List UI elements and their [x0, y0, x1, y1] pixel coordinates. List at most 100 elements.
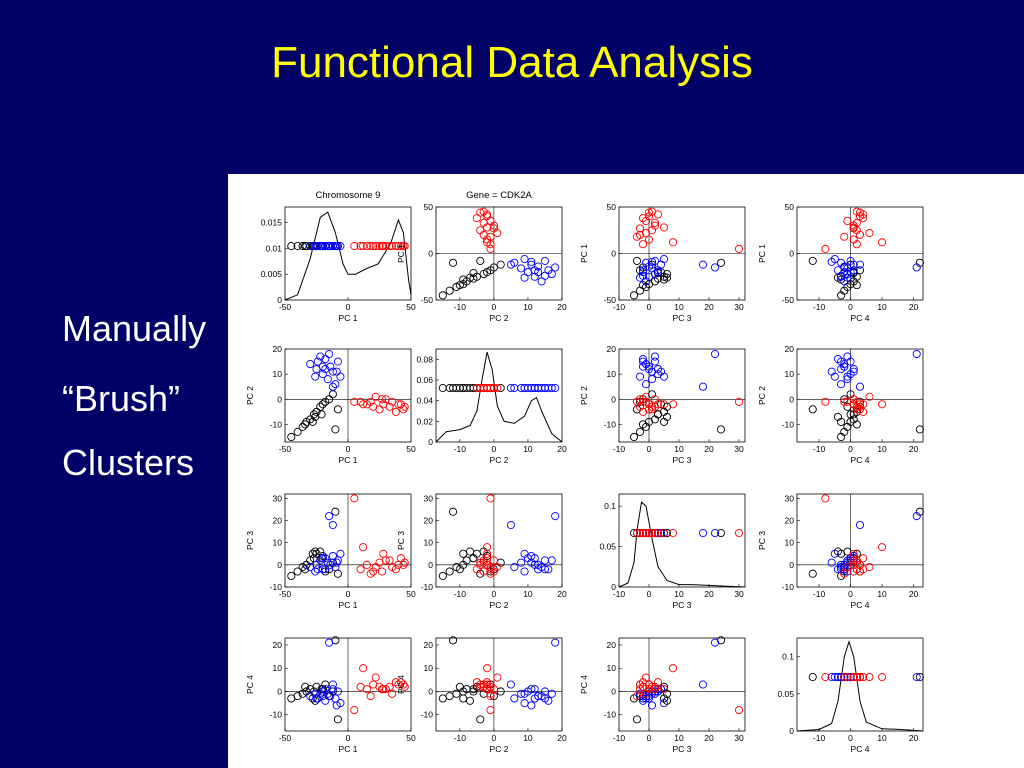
panel-3-1-ylabel: PC 3 — [245, 531, 255, 550]
panel-3-4-point-s1-17 — [827, 558, 836, 567]
panel-4-1-point-s2-17 — [396, 678, 405, 687]
panel-3-2-ytick-label: 20 — [424, 516, 434, 526]
panel-2-3-frame — [618, 348, 746, 443]
panel-2-1-point-s1-17 — [332, 367, 341, 376]
panel-3-3-xlabel: PC 3 — [673, 600, 692, 610]
panel-3-4-ytick-label: 30 — [785, 493, 795, 503]
panel-1-2-point-s1-17 — [527, 257, 536, 266]
panel-4-1-point-s1-11 — [325, 638, 334, 647]
panel-4-2-point-s1-5 — [517, 689, 526, 698]
panel-4-4-rug-s1-11 — [912, 673, 921, 682]
panel-3-3-rug-s2-16 — [635, 529, 645, 538]
panel-2-1-point-s2-16 — [377, 395, 387, 404]
panel-1-1-rug-s2-2 — [369, 242, 378, 251]
panel-1-1-rug-s2-15 — [350, 242, 359, 251]
panel-1-3-ytick-label: -50 — [604, 295, 617, 305]
panel-2-4-point-s1-17 — [827, 367, 836, 376]
panel-2-1-point-s1-8 — [331, 380, 340, 389]
panel-3-1-point-s0-1 — [293, 567, 302, 576]
panel-1-1-rug-s1-16 — [313, 242, 322, 251]
panel-2-2-rug-s2-17 — [483, 384, 492, 393]
panel-1-4-xtick-label: -10 — [813, 302, 826, 312]
panel-2-2-rug-s1-17 — [527, 384, 536, 393]
panel-3-4-ytick-label: 20 — [785, 516, 795, 526]
panel-2-1-point-s0-17 — [317, 410, 326, 419]
panel-4-1-xlabel: PC 1 — [339, 744, 358, 754]
panel-3-3-rug-s2-7 — [647, 529, 657, 538]
panel-1-2-point-s0-0 — [438, 291, 447, 300]
panel-3-4-ylabel: PC 3 — [757, 531, 767, 550]
panel-4-2-frame — [435, 637, 563, 732]
panel-1-4-point-s1-16 — [837, 271, 846, 280]
panel-2-2-rug-s1-12 — [506, 384, 515, 393]
panel-4-2-point-s2-16 — [489, 685, 498, 694]
panel-2-1-ytick-label: 0 — [277, 394, 282, 404]
panel-2-4-point-s1-10 — [843, 372, 852, 381]
panel-1-3-ytick-label: 0 — [611, 249, 616, 259]
panel-4-3-point-s2-16 — [635, 685, 645, 694]
panel-4-2-ytick-label: 10 — [424, 663, 434, 673]
panel-4-4-ytick-label: 0.1 — [782, 652, 794, 662]
panel-1-1-xtick-label: 0 — [346, 302, 351, 312]
panel-2-4-point-s0-13 — [808, 405, 817, 414]
panel-3-1-point-s0-16 — [308, 549, 317, 558]
panel-2-1-point-s2-10 — [391, 407, 400, 416]
panel-1-4-point-s0-17 — [849, 268, 858, 278]
panel-1-3-point-s0-16 — [659, 275, 669, 284]
panel-3-3-rug-s2-15 — [734, 529, 744, 538]
panel-2-4-point-s2-16 — [849, 395, 858, 404]
panel-2-4-point-s0-12 — [915, 425, 924, 434]
panel-3-2-ytick-label: -10 — [421, 582, 434, 592]
panel-4-2-point-s1-11 — [551, 638, 560, 647]
panel-3-2-point-s2-9 — [483, 549, 492, 558]
panel-3-4-ytick-label: 0 — [789, 560, 794, 570]
panel-4-1-ytick-label: 0 — [277, 686, 282, 696]
panel-1-3-xtick-label: 10 — [674, 302, 684, 312]
panel-1-2-point-s2-16 — [489, 224, 498, 233]
panel-1-4-point-s2-17 — [859, 210, 868, 219]
panel-4-2-point-s1-8 — [510, 694, 519, 703]
panel-3-2-point-s1-12 — [506, 520, 515, 530]
panel-4-2-point-s2-12 — [493, 673, 502, 682]
panel-4-1-point-s2-12 — [371, 673, 380, 682]
panel-3-1-point-s1-3 — [318, 554, 327, 563]
panel-4-3-xtick-label: 10 — [674, 733, 684, 743]
panel-4-1-point-s2-8 — [366, 692, 375, 701]
panel-4-1-point-s1-5 — [323, 689, 332, 698]
panel-4-3-xlabel: PC 3 — [673, 744, 692, 754]
panel-1-3-point-s0-13 — [632, 256, 642, 265]
panel-3-3-rug-s2-11 — [644, 529, 654, 538]
column-title-2: Gene = CDK2A — [466, 190, 532, 201]
panel-1-2-point-s1-15 — [530, 266, 539, 275]
panel-4-2-ytick-label: 0 — [428, 686, 433, 696]
panel-2-3-ylabel: PC 2 — [579, 386, 589, 405]
panel-4-1-xtick-label: 0 — [346, 733, 351, 743]
panel-1-3-point-s0-12 — [716, 258, 726, 267]
panel-3-1-point-s1-17 — [332, 558, 341, 567]
panel-3-2-point-s1-11 — [551, 512, 560, 521]
panel-1-2-xtick-label: -10 — [454, 302, 467, 312]
panel-1-3-point-s1-12 — [698, 260, 708, 269]
panel-1-4-point-s1-11 — [912, 263, 921, 272]
panel-2-4-xtick-label: 10 — [877, 444, 887, 454]
panel-1-3-point-s1-16 — [638, 271, 648, 280]
panel-1-3-xlabel: PC 3 — [673, 313, 692, 323]
panel-2-4-point-s2-8 — [840, 397, 849, 406]
panel-3-4-point-s2-14 — [878, 543, 887, 552]
panel-1-1-rug-s2-6 — [394, 242, 403, 251]
panel-2-4-xlabel: PC 4 — [851, 455, 870, 465]
panel-4-3-point-s2-8 — [632, 692, 642, 701]
panel-2-3-point-s1-13 — [638, 362, 648, 371]
panel-2-2-xtick-label: 10 — [523, 444, 533, 454]
panel-2-3-xtick-label: 10 — [674, 444, 684, 454]
panel-2-1-point-s1-15 — [321, 365, 330, 374]
panel-1-3: -10 0 10 20 30 PC 3 -50 0 50 PC 1 — [579, 202, 746, 323]
panel-4-3-xtick-label: 0 — [647, 733, 652, 743]
panel-1-3-point-s2-1 — [644, 235, 654, 244]
panel-4-4-rug-s2-5 — [843, 673, 852, 682]
panel-2-1-point-s2-11 — [399, 405, 408, 414]
panel-2-1-point-s1-11 — [325, 349, 334, 359]
panel-3-1-point-s2-12 — [371, 563, 380, 572]
